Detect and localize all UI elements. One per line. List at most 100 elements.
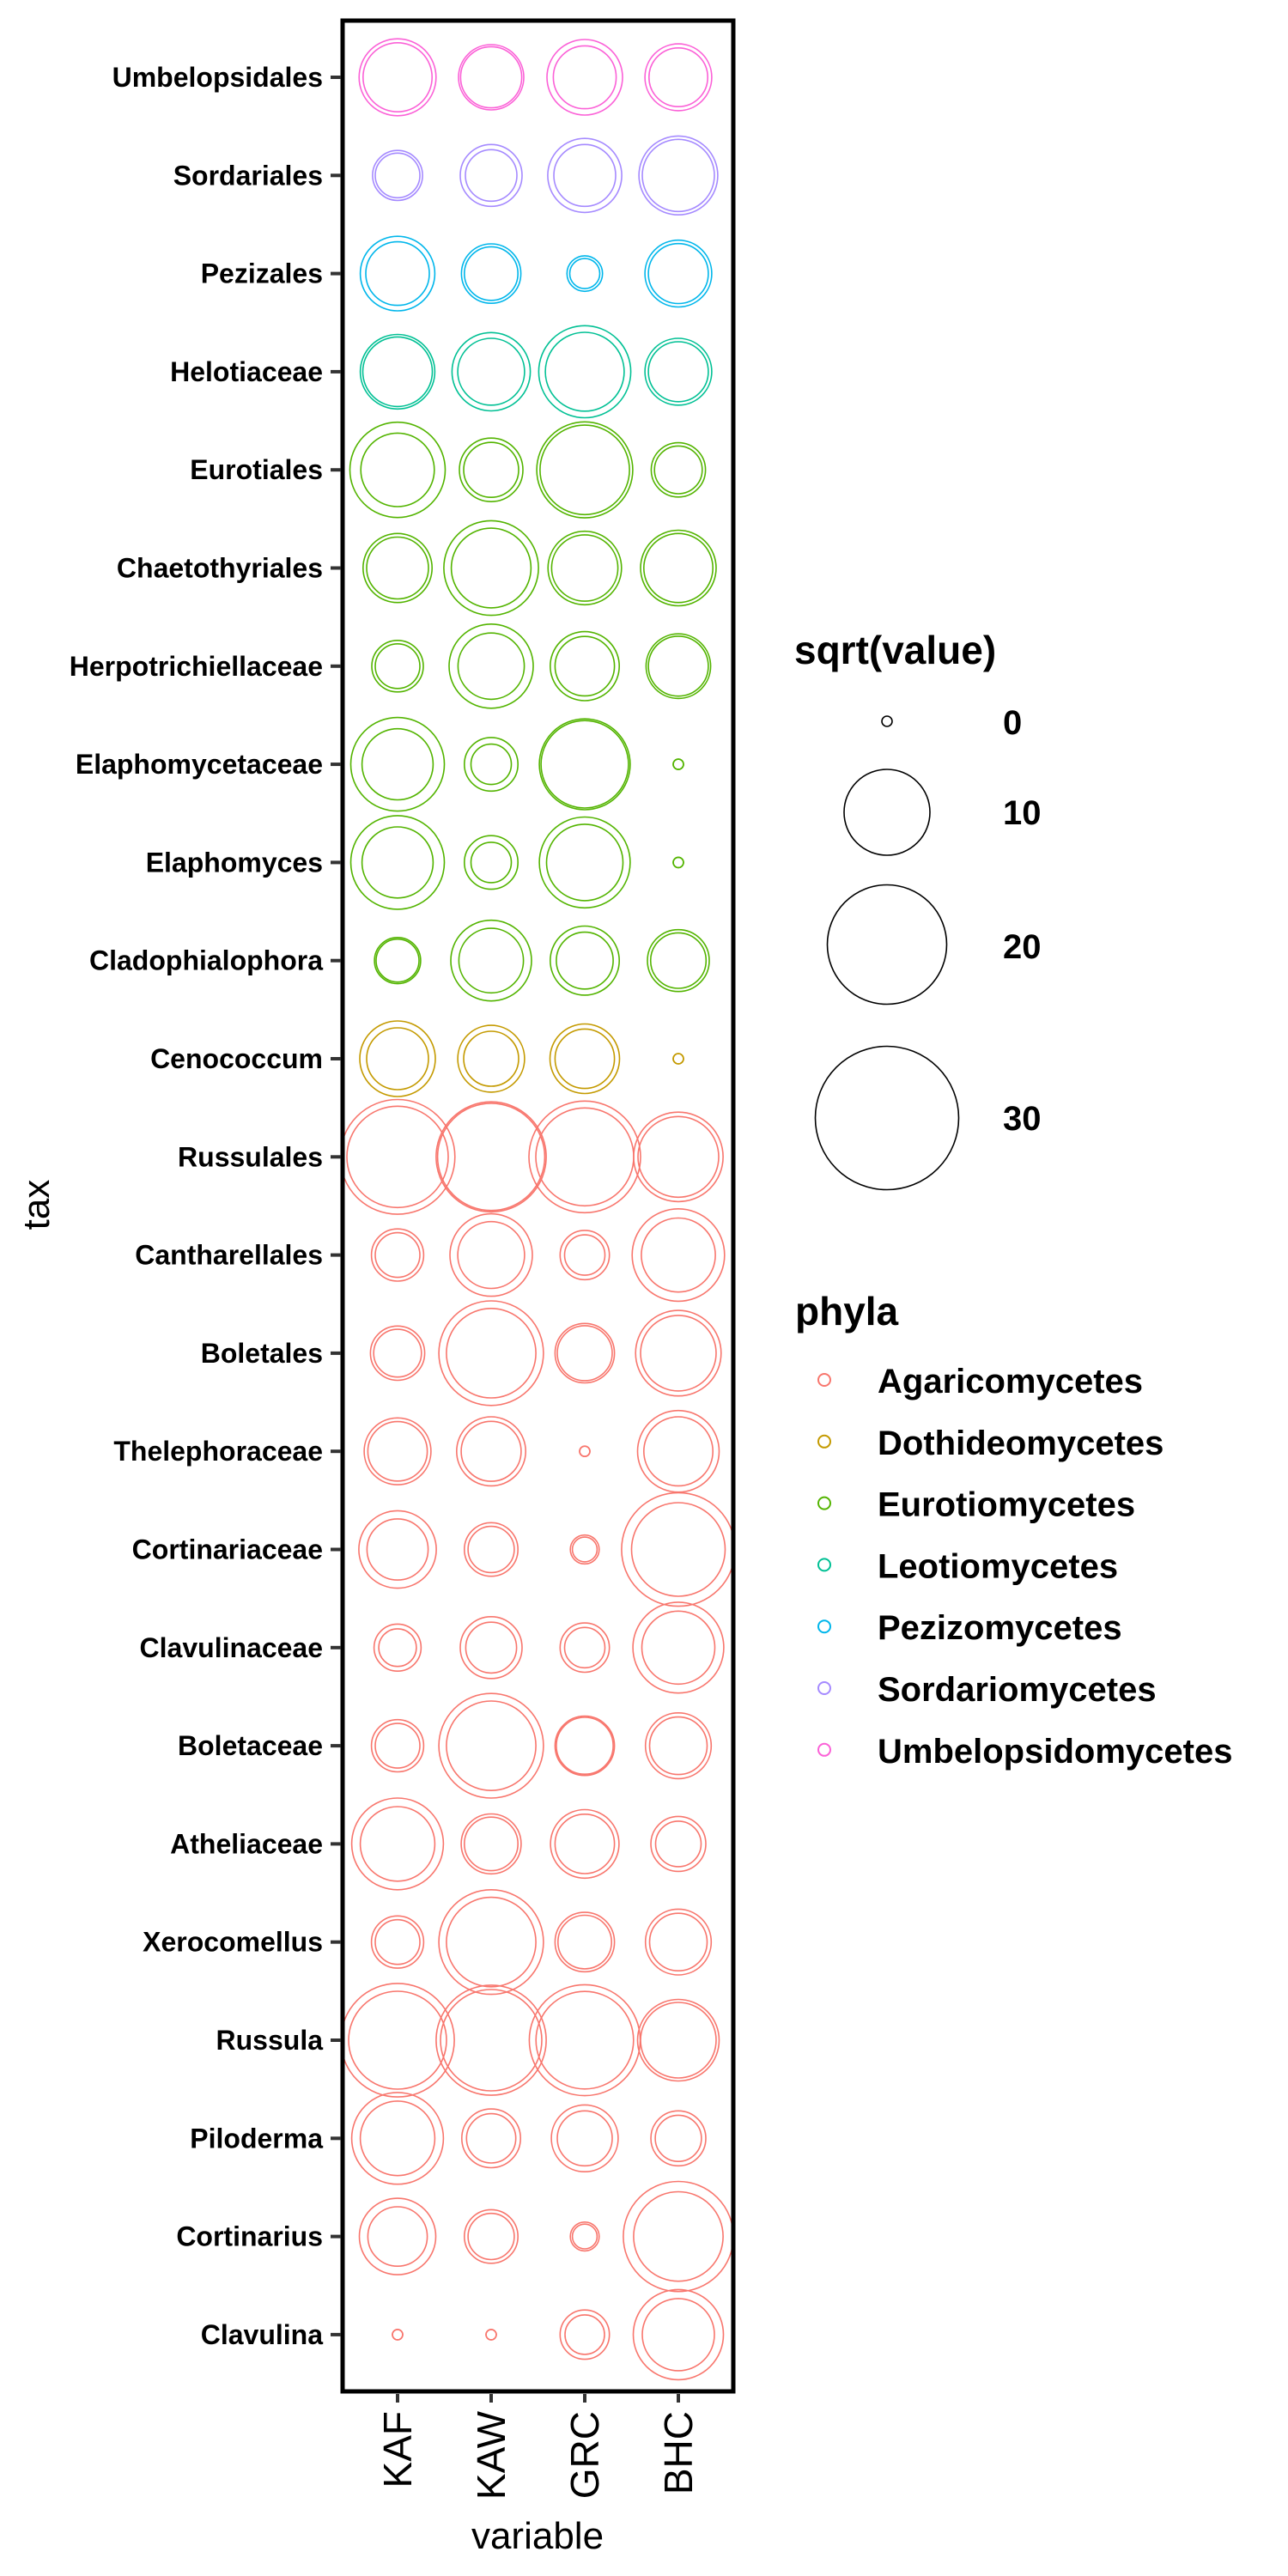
bubble-outer bbox=[358, 38, 437, 117]
bubble-outer bbox=[647, 928, 710, 993]
bubble-inner bbox=[465, 1621, 518, 1674]
bubble-inner bbox=[436, 1103, 546, 1212]
bubble-inner bbox=[375, 938, 420, 983]
bubble-inner bbox=[374, 1918, 421, 1965]
bubble-inner bbox=[450, 527, 532, 609]
bubble-inner bbox=[640, 2002, 717, 2079]
bubble-outer bbox=[640, 529, 717, 607]
color-legend-label: Leotiomycetes bbox=[878, 1547, 1118, 1585]
bubble-outer bbox=[547, 530, 623, 606]
bubble-outer bbox=[349, 716, 446, 812]
bubble-inner bbox=[348, 1990, 447, 2090]
bubble-inner bbox=[647, 341, 709, 403]
bubble-inner bbox=[463, 1816, 519, 1872]
x-tick-label: KAW bbox=[469, 2410, 513, 2500]
bubble-inner bbox=[571, 2223, 598, 2250]
bubble-inner bbox=[672, 758, 684, 770]
bubble-inner bbox=[545, 823, 624, 902]
bubble-inner bbox=[463, 246, 519, 301]
bubble-outer bbox=[358, 1510, 437, 1589]
bubble-inner bbox=[647, 46, 708, 108]
bubble-outer bbox=[343, 1983, 455, 2098]
size-legend-label: 30 bbox=[1003, 1100, 1042, 1138]
bubble-outer bbox=[370, 1718, 425, 1773]
bubble-outer bbox=[569, 1534, 600, 1565]
bubble-inner bbox=[649, 932, 708, 989]
bubble-outer bbox=[631, 1207, 726, 1303]
bubble-inner bbox=[373, 1328, 422, 1378]
bubble-inner bbox=[563, 1626, 606, 1669]
bubble-inner bbox=[460, 1420, 522, 1482]
bubble-inner bbox=[457, 337, 526, 406]
bubble-outer bbox=[636, 1998, 720, 2082]
bubble-inner bbox=[446, 1308, 537, 1399]
bubble-inner bbox=[653, 445, 703, 495]
bubble-outer bbox=[349, 421, 447, 519]
y-axis: Umbelopsidales Sordariales Pezizales Heloti… bbox=[70, 62, 341, 2350]
bubble-outer bbox=[451, 331, 532, 412]
color-legend: phyla Agaricomycetes Dothideomycetes Eurot… bbox=[795, 1289, 1232, 1771]
bubble-inner bbox=[463, 441, 519, 499]
bubble-outer bbox=[559, 2309, 611, 2360]
bubble-outer bbox=[650, 2110, 707, 2167]
x-tick-label: BHC bbox=[656, 2411, 701, 2494]
bubble-inner bbox=[654, 2114, 702, 2163]
y-tick-label: Clavulinaceae bbox=[140, 1632, 323, 1663]
color-legend-label: Agaricomycetes bbox=[878, 1363, 1143, 1400]
bubble-outer bbox=[633, 1111, 724, 1203]
bubble-inner bbox=[366, 536, 429, 600]
y-tick-label: Cantharellales bbox=[135, 1240, 323, 1271]
bubble-inner bbox=[564, 2314, 605, 2355]
bubble-inner bbox=[535, 1990, 635, 2090]
bubble-inner bbox=[539, 424, 630, 516]
color-legend-key bbox=[817, 1681, 831, 1695]
bubble-outer bbox=[361, 532, 433, 604]
bubble-outer bbox=[559, 1622, 611, 1674]
bubble-outer bbox=[358, 2197, 437, 2275]
bubble-outer bbox=[460, 2108, 521, 2169]
size-legend-key bbox=[826, 884, 948, 1005]
bubble-outer bbox=[370, 1228, 425, 1282]
bubble-inner bbox=[361, 826, 434, 899]
bubble-inner bbox=[457, 1220, 526, 1290]
bubble-inner bbox=[540, 720, 629, 809]
bubble-inner bbox=[446, 1700, 537, 1791]
bubble-outer bbox=[438, 1692, 544, 1799]
bubble-outer bbox=[359, 333, 436, 410]
bubble-outer bbox=[566, 255, 604, 293]
bubble-inner bbox=[367, 1420, 428, 1482]
bubble-outer bbox=[621, 1492, 733, 1607]
bubble-inner bbox=[465, 2112, 517, 2164]
bubble-inner bbox=[553, 143, 617, 208]
bubble-inner bbox=[556, 1716, 614, 1775]
bubble-inner bbox=[361, 727, 434, 801]
bubble-outer bbox=[463, 835, 519, 890]
size-legend: sqrt(value) 0 10 20 30 bbox=[794, 628, 1042, 1191]
bubble-outer bbox=[554, 1911, 616, 1973]
bubble-outer bbox=[460, 243, 522, 304]
bubble-outer bbox=[459, 1616, 523, 1680]
bubble-inner bbox=[641, 1217, 716, 1293]
color-legend-key bbox=[817, 1558, 831, 1572]
bubble-inner bbox=[463, 1030, 519, 1087]
bubble-outer bbox=[538, 718, 631, 811]
bubble-outer bbox=[635, 1309, 722, 1397]
y-tick-label: Piloderma bbox=[190, 2123, 323, 2154]
color-legend-label: Sordariomycetes bbox=[878, 1671, 1157, 1709]
bubble-inner bbox=[571, 1536, 598, 1563]
bubble-inner bbox=[366, 1027, 429, 1091]
bubble-outer bbox=[644, 1908, 713, 1976]
y-tick-label: Cortinariaceae bbox=[132, 1534, 323, 1565]
bubble-inner bbox=[392, 2329, 404, 2341]
bubble-inner bbox=[554, 635, 616, 697]
bubble-inner bbox=[361, 336, 434, 408]
color-legend-label: Eurotiomycetes bbox=[878, 1486, 1135, 1524]
bubble-outer bbox=[549, 1023, 621, 1095]
size-legend-key bbox=[814, 1045, 960, 1191]
y-tick-label: Cenococcum bbox=[150, 1043, 323, 1074]
bubble-outer bbox=[343, 1098, 456, 1215]
bubble-inner bbox=[642, 532, 714, 604]
color-legend-key bbox=[817, 1742, 831, 1757]
bubble-inner bbox=[467, 2212, 515, 2261]
bubble-inner bbox=[374, 1722, 421, 1769]
